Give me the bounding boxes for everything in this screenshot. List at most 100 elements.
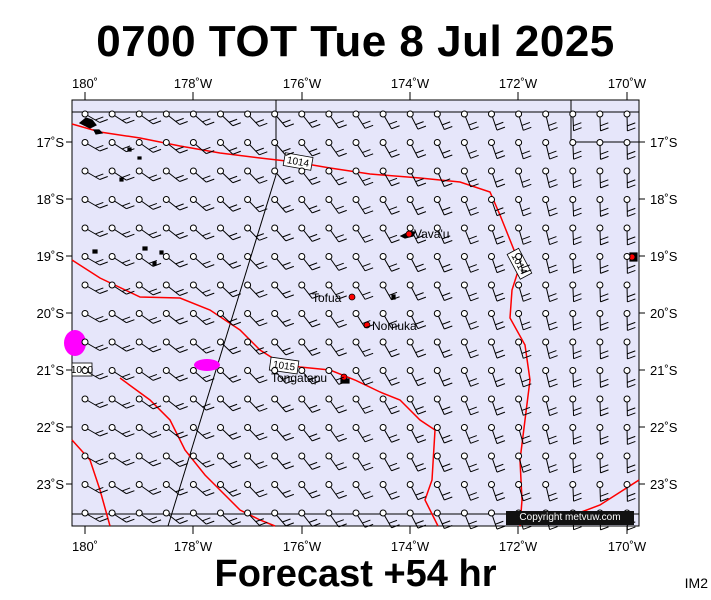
lat-label: 19˚S bbox=[650, 249, 678, 264]
lon-label: 180˚ bbox=[72, 539, 98, 554]
wind-barb bbox=[108, 196, 135, 210]
lon-label: 180˚ bbox=[72, 76, 98, 91]
lon-label: 176˚W bbox=[283, 76, 322, 91]
wind-barb bbox=[569, 139, 582, 160]
wind-barb bbox=[623, 367, 636, 388]
wind-barb bbox=[623, 253, 636, 274]
wind-barb bbox=[271, 509, 294, 527]
wind-barb bbox=[298, 281, 321, 299]
wind-barb bbox=[325, 424, 347, 442]
wind-barb bbox=[542, 338, 558, 360]
wind-barb bbox=[244, 224, 268, 241]
lat-label: 20˚S bbox=[650, 306, 678, 321]
rain-area bbox=[64, 330, 86, 356]
lat-labels-left: 17˚S 18˚S 19˚S 20˚S 21˚S 22˚S 23˚S bbox=[37, 135, 65, 492]
wind-barb bbox=[596, 139, 609, 160]
wind-barb bbox=[108, 110, 135, 124]
wind-barb bbox=[433, 281, 453, 301]
wind-barb bbox=[298, 367, 321, 385]
wind-barb bbox=[189, 110, 215, 126]
wind-barb bbox=[569, 110, 582, 132]
wind-barb bbox=[433, 224, 453, 244]
wind-barb bbox=[623, 481, 636, 502]
wind-barb bbox=[135, 338, 162, 353]
wind-barb bbox=[623, 167, 636, 189]
wind-barb bbox=[271, 424, 294, 441]
wind-barb bbox=[189, 367, 215, 383]
wind-barb bbox=[515, 196, 532, 217]
wind-barb bbox=[325, 481, 347, 499]
wind-barb bbox=[108, 139, 135, 153]
wind-barb bbox=[406, 395, 427, 415]
wind-barb bbox=[217, 481, 241, 497]
lon-label: 170˚W bbox=[608, 76, 647, 91]
wind-barb bbox=[515, 167, 532, 188]
wind-barb bbox=[379, 167, 400, 187]
wind-barb bbox=[81, 395, 108, 408]
wind-barb bbox=[135, 424, 162, 438]
wind-barb bbox=[488, 224, 506, 245]
wind-barb bbox=[271, 310, 294, 327]
wind-barb bbox=[542, 167, 558, 189]
wind-barb bbox=[244, 196, 268, 213]
wind-barb bbox=[460, 338, 479, 359]
wind-barb bbox=[379, 509, 400, 529]
wind-barb bbox=[596, 196, 609, 217]
wind-barb bbox=[352, 253, 374, 272]
wind-barb bbox=[379, 224, 400, 244]
wind-barb bbox=[460, 110, 479, 131]
wind-barb bbox=[189, 310, 215, 326]
place-dot-tofua bbox=[348, 293, 356, 301]
wind-barb bbox=[217, 196, 241, 212]
wind-barb bbox=[542, 196, 558, 217]
wind-barb bbox=[135, 224, 162, 239]
lat-label: 19˚S bbox=[37, 249, 65, 264]
wind-barb bbox=[298, 310, 321, 328]
wind-barb bbox=[460, 224, 479, 245]
wind-barb bbox=[108, 281, 135, 295]
wind-barb bbox=[433, 509, 453, 529]
wind-barb bbox=[460, 167, 479, 188]
wind-barb bbox=[623, 224, 636, 246]
wind-barb bbox=[135, 167, 162, 182]
lon-labels-bottom: 180˚ 178˚W 176˚W 174˚W 172˚W 170˚W bbox=[72, 539, 647, 554]
wind-barb bbox=[488, 139, 506, 160]
wind-barb bbox=[406, 310, 427, 330]
wind-barb bbox=[623, 310, 636, 331]
wind-barb bbox=[352, 224, 374, 243]
lon-label: 170˚W bbox=[608, 539, 647, 554]
wind-barb bbox=[81, 167, 108, 180]
wind-barb bbox=[81, 452, 108, 465]
wind-barb bbox=[325, 367, 347, 385]
wind-barb bbox=[460, 139, 479, 159]
wind-barb bbox=[162, 224, 188, 239]
wind-barb bbox=[189, 509, 215, 525]
lat-label: 17˚S bbox=[650, 135, 678, 150]
wind-barb bbox=[298, 196, 321, 214]
wind-barb bbox=[189, 253, 215, 269]
wind-barb bbox=[81, 139, 108, 152]
wind-barb bbox=[542, 395, 558, 417]
wind-barb bbox=[433, 424, 453, 444]
wind-barb bbox=[244, 139, 268, 156]
lat-label: 18˚S bbox=[37, 192, 65, 207]
wind-barb bbox=[189, 224, 215, 240]
wind-barb bbox=[515, 424, 532, 445]
place-label-tofua: Tofua bbox=[312, 291, 342, 305]
wind-barb bbox=[406, 452, 427, 472]
wind-barb bbox=[271, 110, 294, 128]
wind-barb bbox=[379, 310, 400, 329]
wind-barb bbox=[271, 338, 294, 356]
wind-barb bbox=[217, 253, 241, 269]
wind-barb bbox=[406, 110, 427, 130]
lat-label: 21˚S bbox=[37, 363, 65, 378]
wind-barb bbox=[352, 452, 374, 471]
wind-barb bbox=[406, 424, 427, 444]
wind-barb bbox=[596, 338, 609, 360]
wind-barb bbox=[298, 452, 321, 470]
wind-barb bbox=[271, 196, 294, 213]
map-title: 0700 TOT Tue 8 Jul 2025 bbox=[96, 17, 615, 66]
wind-barb bbox=[406, 196, 427, 216]
wind-barb bbox=[515, 338, 532, 359]
